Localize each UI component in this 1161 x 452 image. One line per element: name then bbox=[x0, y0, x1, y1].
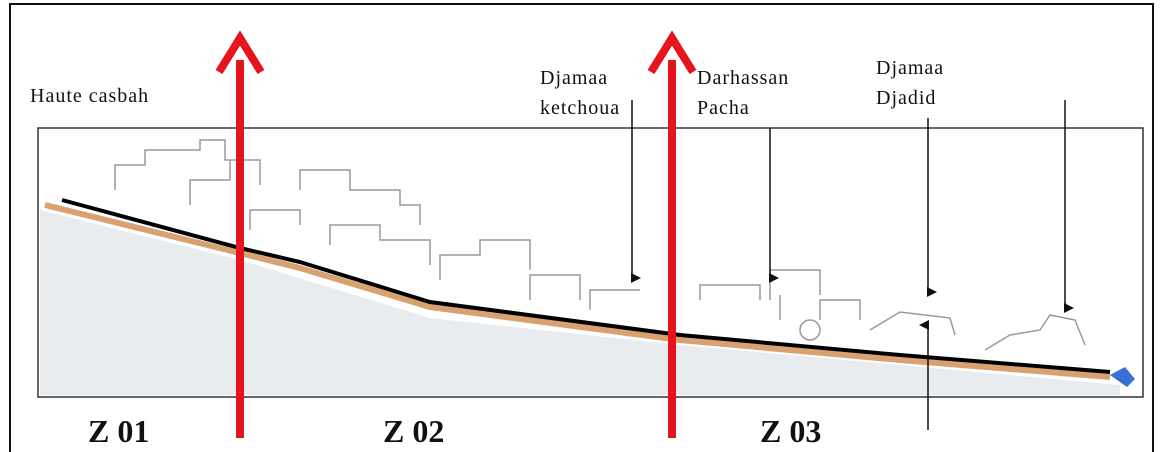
building-sketch bbox=[114, 139, 1086, 351]
zone-label: Z 02 bbox=[383, 413, 444, 449]
label: Darhassan bbox=[697, 67, 789, 89]
label: ketchoua bbox=[540, 97, 620, 119]
label: Djamaa bbox=[540, 67, 608, 89]
label: Pacha bbox=[697, 97, 750, 119]
pointer-arrows bbox=[631, 100, 1074, 430]
inner-frame bbox=[37, 127, 1144, 398]
label: Djadid bbox=[876, 87, 936, 109]
label: Djamaa bbox=[876, 57, 944, 79]
ground-shade bbox=[40, 210, 1120, 395]
zone-dividers bbox=[215, 30, 697, 438]
outer-frame bbox=[9, 3, 1154, 452]
zone-label: Z 01 bbox=[88, 413, 149, 449]
sea bbox=[1110, 367, 1135, 387]
zone-label: Z 03 bbox=[760, 413, 821, 449]
label: Haute casbah bbox=[30, 85, 149, 107]
